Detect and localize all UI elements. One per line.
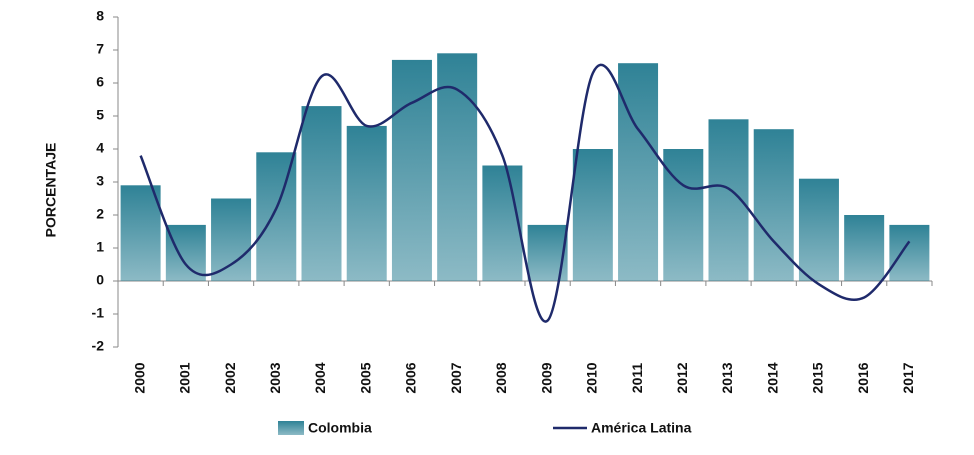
bar bbox=[482, 165, 523, 281]
x-tick-label: 2015 bbox=[810, 362, 826, 393]
x-tick-label: 2014 bbox=[764, 362, 780, 393]
bar bbox=[165, 224, 206, 281]
y-tick-label: 1 bbox=[96, 239, 104, 255]
x-tick-label: 2000 bbox=[131, 362, 147, 393]
bar bbox=[572, 149, 613, 281]
x-tick-label: 2011 bbox=[629, 363, 645, 394]
y-tick-label: 5 bbox=[96, 107, 104, 123]
y-tick-label: -2 bbox=[92, 338, 105, 354]
bar bbox=[346, 125, 387, 282]
x-tick-label: 2016 bbox=[855, 362, 871, 393]
bar bbox=[120, 185, 161, 281]
bar bbox=[256, 152, 297, 281]
bar bbox=[663, 149, 704, 281]
x-tick-label: 2002 bbox=[222, 362, 238, 393]
y-tick-label: 3 bbox=[96, 173, 104, 189]
x-tick-label: 2003 bbox=[267, 362, 283, 393]
bar bbox=[889, 224, 930, 281]
y-tick-label: 8 bbox=[96, 8, 104, 24]
bar bbox=[301, 106, 342, 281]
y-tick-label: 7 bbox=[96, 41, 104, 57]
y-tick-label: 4 bbox=[96, 140, 104, 156]
y-tick-label: 2 bbox=[96, 206, 104, 222]
y-tick-label: 0 bbox=[96, 272, 104, 288]
x-tick-label: 2017 bbox=[900, 362, 916, 393]
x-tick-label: 2012 bbox=[674, 362, 690, 393]
bar bbox=[618, 63, 659, 282]
bar bbox=[753, 129, 794, 281]
y-axis-label: PORCENTAJE bbox=[43, 143, 59, 238]
legend-swatch bbox=[278, 421, 304, 435]
x-tick-label: 2006 bbox=[403, 362, 419, 393]
line bbox=[139, 63, 911, 323]
legend-label: América Latina bbox=[591, 420, 692, 436]
bar bbox=[798, 178, 839, 281]
bar bbox=[527, 224, 568, 281]
bar bbox=[844, 215, 885, 281]
bar bbox=[391, 59, 432, 282]
bar bbox=[211, 198, 252, 281]
x-tick-label: 2009 bbox=[538, 362, 554, 393]
x-tick-label: 2008 bbox=[493, 362, 509, 393]
x-tick-label: 2001 bbox=[177, 362, 193, 393]
x-tick-label: 2013 bbox=[719, 362, 735, 393]
x-tick-label: 2004 bbox=[312, 362, 328, 393]
x-tick-label: 2007 bbox=[448, 362, 464, 393]
x-tick-label: 2005 bbox=[357, 362, 373, 393]
legend-label: Colombia bbox=[308, 420, 372, 436]
bar bbox=[437, 53, 478, 281]
y-tick-label: -1 bbox=[92, 305, 105, 321]
x-tick-label: 2010 bbox=[584, 362, 600, 393]
y-tick-label: 6 bbox=[96, 74, 104, 90]
